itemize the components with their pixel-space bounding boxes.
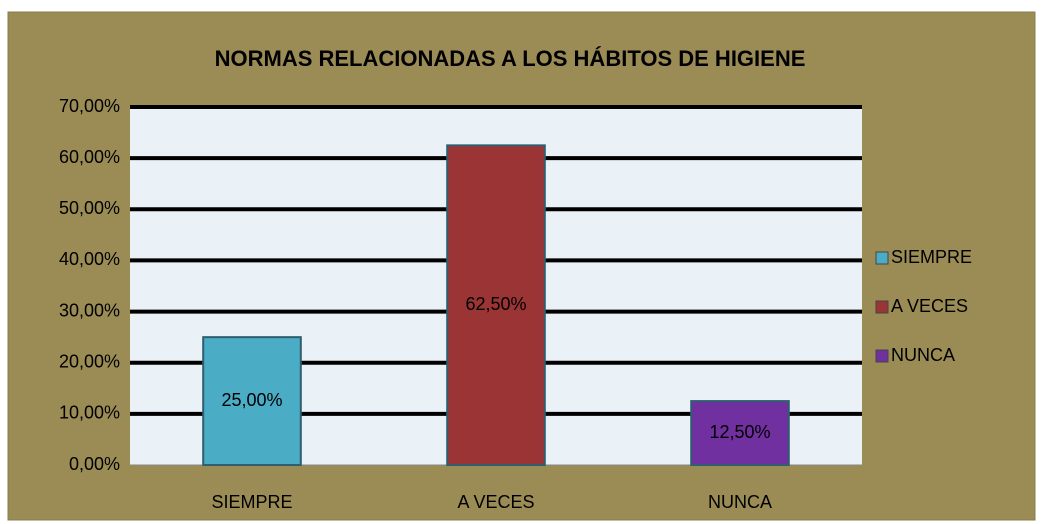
x-tick-label: NUNCA [708, 492, 772, 512]
y-tick-label: 70,00% [59, 96, 120, 116]
data-label: 62,50% [465, 294, 526, 314]
bar [446, 144, 546, 466]
y-tick-label: 40,00% [59, 249, 120, 269]
x-tick-label: A VECES [457, 492, 534, 512]
bar [690, 400, 790, 467]
bar [202, 336, 302, 466]
x-tick-label: SIEMPRE [211, 492, 292, 512]
y-tick-label: 10,00% [59, 403, 120, 423]
y-tick-label: 50,00% [59, 198, 120, 218]
legend-swatch [875, 349, 889, 363]
y-tick-label: 30,00% [59, 300, 120, 320]
y-tick-label: 60,00% [59, 147, 120, 167]
legend-label: NUNCA [891, 345, 955, 365]
legend-label: A VECES [891, 296, 968, 316]
legend-swatch [875, 300, 889, 314]
legend-swatch [875, 251, 889, 265]
legend-label: SIEMPRE [891, 247, 972, 267]
data-label: 25,00% [221, 390, 282, 410]
chart-title: NORMAS RELACIONADAS A LOS HÁBITOS DE HIG… [215, 46, 806, 71]
y-tick-label: 0,00% [69, 454, 120, 474]
data-label: 12,50% [709, 422, 770, 442]
y-tick-label: 20,00% [59, 351, 120, 371]
